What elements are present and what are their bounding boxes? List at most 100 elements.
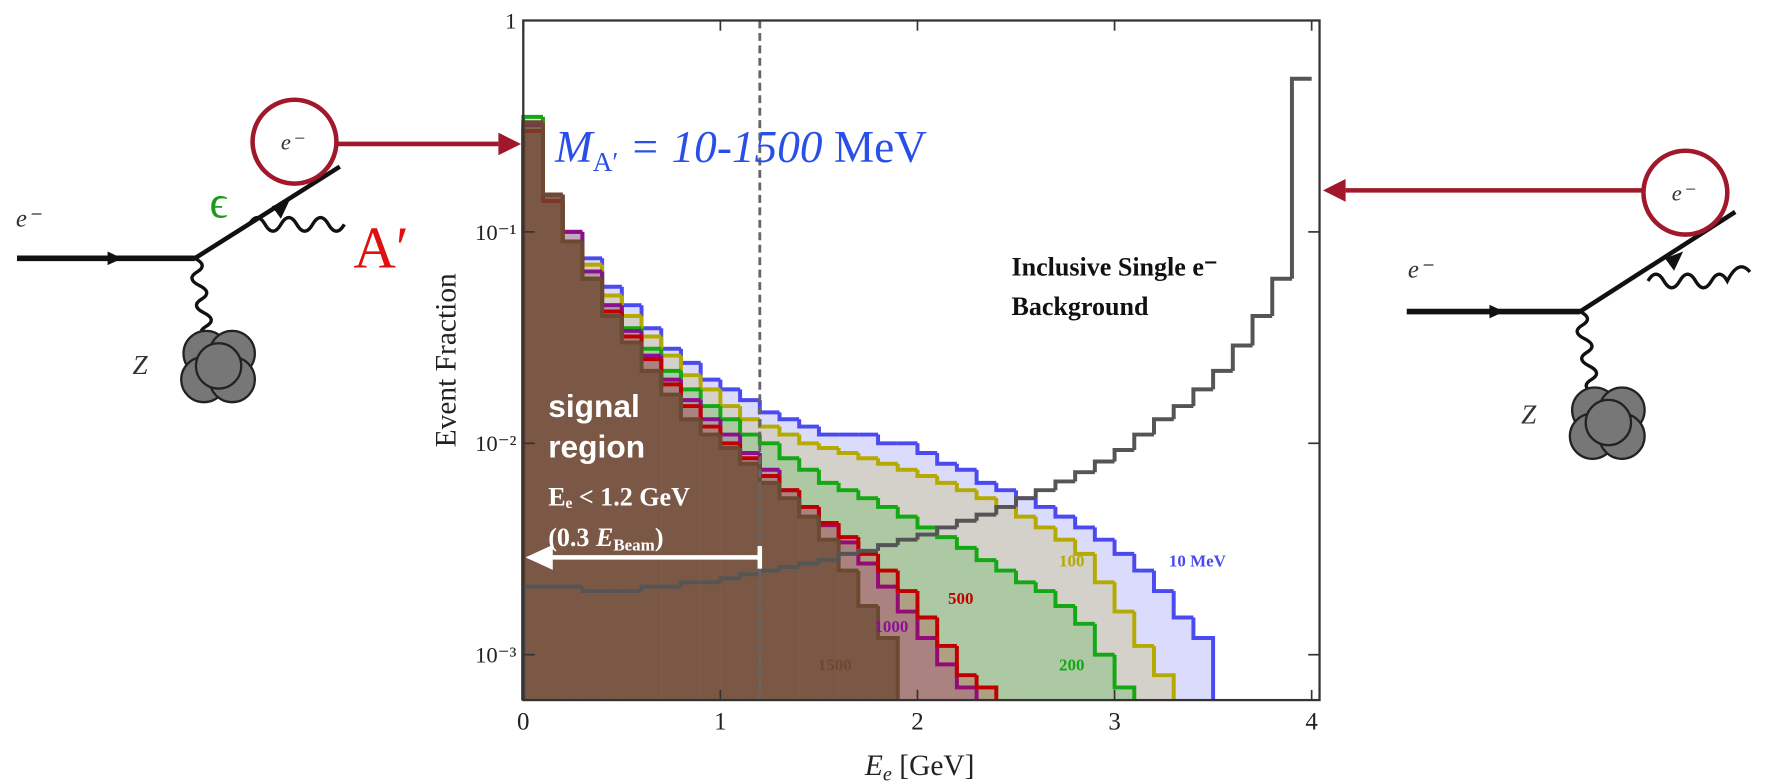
electron-line	[193, 164, 342, 261]
histogram-step	[600, 258, 622, 289]
histogram-step	[580, 586, 603, 594]
histogram-bar	[1055, 539, 1076, 701]
right-diagram	[1322, 148, 1752, 460]
histogram-step	[718, 379, 741, 392]
histogram-step	[1151, 570, 1174, 594]
histogram-step	[935, 452, 957, 466]
histogram-step	[836, 448, 859, 455]
y-tick-label: 10⁻³	[475, 643, 517, 668]
histogram-bar	[602, 316, 622, 701]
histogram-step	[1171, 591, 1194, 620]
histogram-bar	[1035, 506, 1056, 701]
y-tick-label: 10⁻¹	[475, 220, 516, 245]
subscript: A′	[593, 147, 619, 177]
symbol: E	[595, 523, 613, 552]
histogram-step	[915, 469, 938, 479]
histogram-step	[915, 532, 938, 540]
histogram-bar	[1016, 516, 1036, 701]
region-cut: Eₑ < 1.2 GeV	[548, 482, 690, 511]
arrowhead	[1322, 179, 1346, 202]
histogram-step	[974, 490, 997, 501]
histogram-step	[797, 419, 819, 429]
histogram-step	[777, 412, 800, 422]
histogram-bar	[937, 645, 957, 701]
histogram-bar	[1035, 527, 1056, 701]
histogram-bar	[937, 664, 957, 701]
histogram-bar	[542, 194, 563, 701]
histogram-bar	[996, 506, 1017, 701]
histogram-step	[1092, 527, 1115, 542]
histogram-step	[738, 572, 760, 579]
histogram-bar	[523, 122, 543, 701]
histogram-step	[876, 543, 898, 551]
histogram-bar	[1075, 553, 1095, 701]
histogram-bar	[1193, 637, 1214, 701]
histogram-bar	[1134, 645, 1154, 701]
series-label: 500	[948, 589, 973, 608]
left-diagram	[16, 97, 522, 404]
histogram-step	[1033, 582, 1056, 594]
histogram-step	[876, 434, 898, 446]
label: e⁻	[1672, 181, 1696, 206]
histogram-bar	[1153, 591, 1174, 701]
histogram-step	[935, 476, 957, 485]
photon-line	[1646, 265, 1752, 290]
histogram-step	[1092, 553, 1115, 585]
histogram-bar	[1016, 582, 1036, 701]
range: = 10-1500	[618, 122, 823, 172]
histogram-step	[1112, 582, 1135, 614]
histogram-step	[1112, 447, 1135, 462]
histogram-step	[619, 316, 642, 345]
histogram-step	[954, 645, 977, 678]
histogram-step	[639, 584, 662, 592]
y-axis-title: Event Fraction	[430, 273, 462, 447]
label: e⁻	[16, 206, 42, 233]
histogram-step	[856, 452, 879, 461]
histogram-step	[836, 522, 859, 540]
histogram-step	[1053, 527, 1076, 542]
histogram-step	[1092, 623, 1115, 657]
series-label: 1000	[874, 617, 908, 636]
histogram-bar	[1075, 527, 1095, 701]
histogram-bar	[917, 617, 938, 701]
region-label: signal	[548, 388, 640, 424]
subscript: e	[883, 764, 892, 784]
histogram-step	[915, 611, 938, 640]
histogram-step	[954, 537, 977, 550]
histogram-bar	[976, 560, 997, 701]
prefix: (0.3	[548, 523, 596, 552]
histogram-step	[1171, 404, 1194, 420]
histogram-bar	[562, 241, 583, 701]
label: Z	[1521, 400, 1537, 430]
histogram-step	[974, 469, 997, 485]
histogram-step	[1033, 516, 1056, 530]
histogram-step	[659, 328, 681, 351]
mass-label: MA′ = 10-1500 MeV	[554, 122, 927, 177]
histogram-step	[1053, 506, 1076, 519]
label: Z	[133, 350, 149, 380]
arrowhead	[1665, 251, 1684, 271]
histogram-step	[895, 570, 918, 594]
histogram-step	[994, 504, 1017, 515]
histogram-bar	[1114, 553, 1135, 701]
label: A′	[353, 215, 408, 280]
histogram-bar	[838, 570, 859, 701]
histogram-step	[797, 498, 819, 519]
histogram-step	[974, 675, 999, 701]
region-label: region	[548, 429, 645, 465]
histogram-bar	[976, 498, 997, 701]
y-tick-label: 10⁻²	[475, 431, 517, 456]
histogram-step	[639, 342, 662, 373]
histogram-bar	[996, 570, 1017, 701]
unit: MeV	[823, 122, 928, 172]
label: e⁻	[281, 130, 305, 155]
histogram-step	[718, 389, 741, 409]
histogram-step	[816, 443, 839, 450]
histogram-bar	[976, 482, 997, 701]
histogram-bar	[897, 516, 918, 701]
x-tick-label: 2	[911, 709, 923, 736]
histogram-bar	[956, 469, 977, 701]
histogram-bar	[661, 394, 681, 701]
histogram-bar	[641, 370, 662, 701]
